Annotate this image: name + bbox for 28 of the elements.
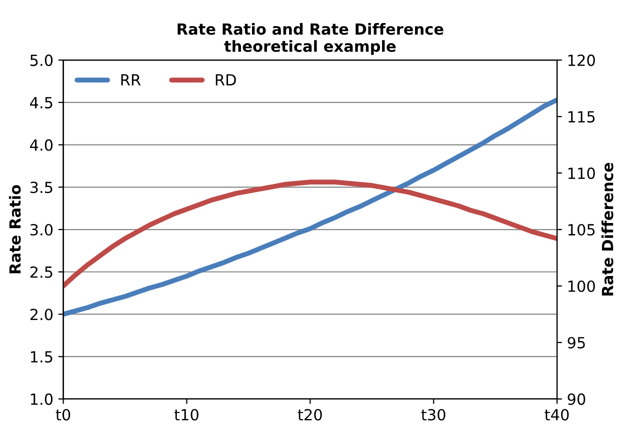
y2-tick-label: 120 bbox=[568, 54, 595, 66]
y-tick-label: 5.0 bbox=[30, 54, 53, 66]
y-tick-label: 2.0 bbox=[30, 308, 53, 320]
y-tick-label: 4.5 bbox=[30, 97, 52, 108]
y-tick-label: 1.5 bbox=[30, 351, 52, 363]
chart-title: Rate Ratio and Rate Difference theoretical example bbox=[178, 23, 444, 55]
legend-label: RR bbox=[121, 74, 141, 86]
y-axis-title: Rate Ratio bbox=[8, 185, 21, 274]
x-tick-label: t30 bbox=[421, 408, 446, 421]
y2-tick-label: 105 bbox=[568, 224, 595, 236]
y-tick-label: 2.5 bbox=[30, 266, 52, 278]
y2-tick-label: 90 bbox=[568, 393, 586, 405]
y-tick-label: 1.0 bbox=[30, 393, 53, 405]
x-tick-label: t10 bbox=[174, 408, 198, 421]
line-series bbox=[63, 180, 558, 288]
y2-tick-label: 95 bbox=[568, 336, 585, 349]
y2-tick-label: 100 bbox=[568, 280, 595, 292]
y2-tick-label: 110 bbox=[568, 167, 595, 180]
y-tick-label: 4.0 bbox=[30, 139, 53, 151]
y2-axis-title: Rate Difference bbox=[601, 162, 614, 296]
y-tick-label: 3.5 bbox=[30, 182, 52, 194]
x-tick-label: t40 bbox=[544, 408, 569, 421]
y-tick-label: 3.0 bbox=[30, 224, 53, 236]
x-tick-label: t20 bbox=[298, 408, 322, 421]
y2-tick-label: 115 bbox=[568, 111, 595, 123]
legend-label: RD bbox=[216, 74, 236, 86]
x-tick-label: t0 bbox=[56, 408, 70, 421]
line-series bbox=[63, 97, 558, 317]
